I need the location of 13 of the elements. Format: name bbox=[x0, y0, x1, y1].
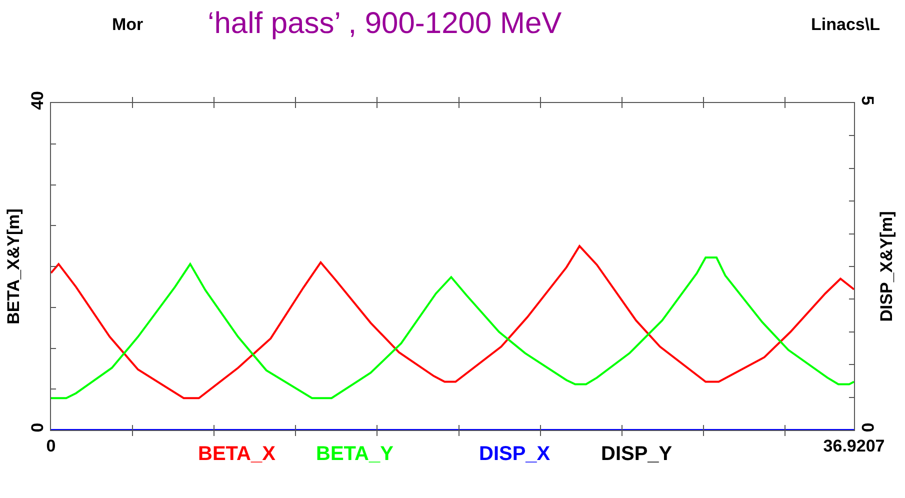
text: BETA_Y bbox=[316, 443, 394, 465]
chart-title: ‘half pass’ , 900-1200 MeV bbox=[208, 6, 562, 40]
text: Mor bbox=[112, 15, 144, 34]
y-axis-title: BETA_X&Y[m] bbox=[4, 208, 23, 324]
x-tick-label: 36.9207 bbox=[823, 436, 885, 456]
y-tick-label: 40 bbox=[28, 90, 48, 110]
text: BETA_X bbox=[198, 443, 276, 465]
series-label: DISP_X bbox=[479, 443, 551, 465]
y2-tick-label: 5 bbox=[858, 96, 877, 106]
y2-tick-label: 0 bbox=[858, 422, 877, 432]
legend-label: DISP_Y bbox=[601, 443, 673, 465]
text: Linacs\L bbox=[811, 15, 880, 34]
y2-axis-title: DISP_X&Y[m] bbox=[877, 211, 896, 322]
